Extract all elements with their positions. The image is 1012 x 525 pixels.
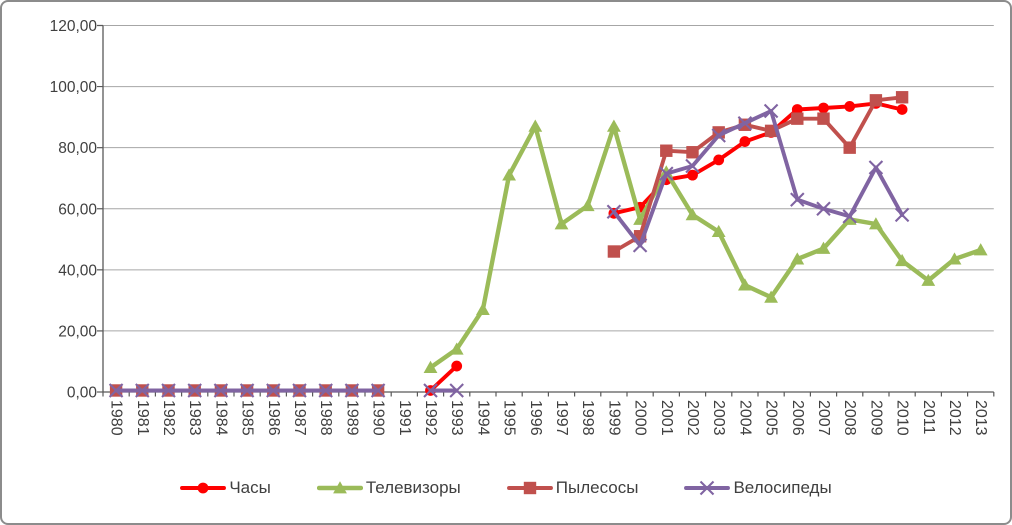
svg-text:2009: 2009 — [867, 400, 884, 436]
svg-text:1990: 1990 — [370, 400, 387, 436]
circle-marker-icon — [180, 482, 227, 494]
triangle-marker-icon — [316, 481, 363, 494]
svg-text:2013: 2013 — [972, 400, 989, 436]
line-chart: 0,00 20,00 40,00 60,00 80,00 100,00 120,00 1980… — [50, 18, 995, 436]
svg-text:1987: 1987 — [291, 400, 308, 436]
svg-text:2008: 2008 — [841, 400, 858, 436]
svg-text:1986: 1986 — [265, 400, 282, 436]
square-marker-icon — [506, 481, 553, 495]
legend-item-televizory: Телевизоры — [316, 478, 461, 498]
svg-text:1992: 1992 — [422, 400, 439, 436]
svg-text:1997: 1997 — [553, 400, 570, 436]
series-2 — [109, 91, 909, 397]
svg-text:1993: 1993 — [448, 400, 465, 436]
svg-text:2001: 2001 — [658, 400, 675, 436]
series-1 — [423, 119, 988, 373]
svg-text:2011: 2011 — [920, 400, 937, 435]
svg-text:1983: 1983 — [186, 400, 203, 436]
legend-label: Часы — [229, 478, 271, 497]
svg-text:1989: 1989 — [343, 400, 360, 436]
legend-label: Телевизоры — [365, 478, 461, 497]
svg-text:1981: 1981 — [134, 400, 151, 436]
svg-text:1988: 1988 — [317, 400, 334, 436]
svg-text:40,00: 40,00 — [58, 262, 97, 279]
legend-label: Велосипеды — [733, 478, 832, 497]
svg-text:20,00: 20,00 — [58, 323, 97, 340]
svg-text:2002: 2002 — [684, 400, 701, 436]
svg-text:1996: 1996 — [527, 400, 544, 436]
series-3 — [108, 103, 910, 398]
svg-text:2006: 2006 — [789, 400, 806, 436]
svg-text:120,00: 120,00 — [50, 18, 98, 35]
svg-text:100,00: 100,00 — [50, 79, 98, 96]
svg-text:2012: 2012 — [946, 400, 963, 436]
svg-text:1985: 1985 — [239, 400, 256, 436]
x-marker-icon — [684, 480, 731, 496]
legend-item-velosipedy: Велосипеды — [684, 478, 832, 498]
legend-label: Пылесосы — [555, 478, 639, 497]
legend-item-pylesosy: Пылесосы — [506, 478, 639, 498]
svg-text:1991: 1991 — [396, 400, 413, 436]
svg-text:2003: 2003 — [710, 400, 727, 436]
svg-text:2010: 2010 — [894, 400, 911, 436]
svg-text:1995: 1995 — [501, 400, 518, 436]
svg-text:2000: 2000 — [632, 400, 649, 436]
svg-text:1994: 1994 — [474, 400, 491, 436]
svg-text:60,00: 60,00 — [58, 201, 97, 218]
svg-text:80,00: 80,00 — [58, 140, 97, 157]
svg-text:1998: 1998 — [579, 400, 596, 436]
series-0 — [425, 97, 908, 396]
chart-legend: Часы Телевизоры Пылесосы Велосипеды — [2, 470, 1010, 506]
svg-text:1999: 1999 — [605, 400, 622, 436]
svg-text:1980: 1980 — [108, 400, 125, 436]
svg-text:2004: 2004 — [736, 400, 753, 436]
svg-text:2005: 2005 — [763, 400, 780, 436]
svg-text:1984: 1984 — [212, 400, 229, 436]
svg-text:2007: 2007 — [815, 400, 832, 436]
legend-item-chasy: Часы — [180, 478, 271, 498]
svg-text:0,00: 0,00 — [67, 385, 98, 402]
svg-text:1982: 1982 — [160, 400, 177, 436]
